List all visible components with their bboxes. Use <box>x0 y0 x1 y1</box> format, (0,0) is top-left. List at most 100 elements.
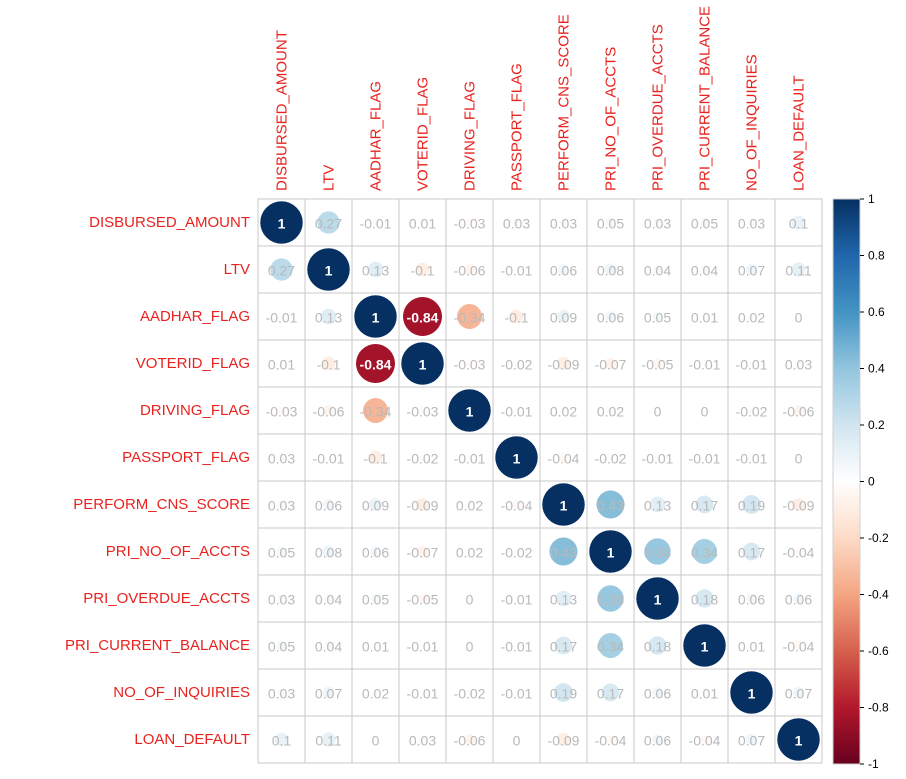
correlation-circle <box>466 501 473 508</box>
correlation-circle <box>730 671 773 714</box>
correlation-circle <box>549 537 578 566</box>
row-label: PASSPORT_FLAG <box>122 449 250 466</box>
correlation-value-label: -0.01 <box>501 592 533 608</box>
correlation-circle <box>457 304 482 329</box>
correlation-value-label: 0.03 <box>550 216 577 232</box>
correlation-value-label: 0.03 <box>268 498 295 514</box>
correlation-circle <box>746 593 757 604</box>
correlation-circle <box>742 495 761 514</box>
correlation-circle <box>322 545 335 558</box>
correlation-circle <box>368 497 383 512</box>
column-label: PRI_OVERDUE_ACCTS <box>650 24 667 191</box>
row-label: PRI_NO_OF_ACCTS <box>106 543 250 560</box>
correlation-circle <box>466 689 473 696</box>
correlation-circle <box>322 686 335 699</box>
colorbar-tick-label: 0.4 <box>868 362 885 376</box>
correlation-value-label: 1 <box>701 639 709 655</box>
correlation-circle <box>644 538 671 565</box>
correlation-value-label: -0.04 <box>783 639 815 655</box>
correlation-circle <box>700 735 709 744</box>
correlation-value-label: -0.05 <box>407 592 439 608</box>
correlation-value-label: 0.1 <box>789 216 809 232</box>
correlation-circle <box>692 539 717 564</box>
correlation-circle <box>791 262 806 277</box>
correlation-value-label: -0.04 <box>595 733 627 749</box>
correlation-circle <box>748 313 755 320</box>
correlation-value-label: 0.02 <box>456 545 483 561</box>
correlation-circle <box>597 585 624 612</box>
correlation-value-label: 0.11 <box>315 733 341 749</box>
correlation-value-label: 1 <box>560 498 568 514</box>
row-labels: DISBURSED_AMOUNT LTV AADHAR_FLAG VOTERID_FL… <box>65 214 250 748</box>
correlation-circle <box>749 455 754 460</box>
correlation-value-label: -0.01 <box>642 451 674 467</box>
correlation-circle <box>653 218 662 227</box>
correlation-value-label: 0.06 <box>644 686 671 702</box>
correlation-circle <box>320 308 337 325</box>
correlation-circle <box>559 218 568 227</box>
correlation-circle <box>653 265 662 274</box>
correlation-circle <box>416 545 429 558</box>
correlation-value-label: 1 <box>513 451 521 467</box>
correlation-circle <box>354 295 397 338</box>
correlation-value-label: -0.01 <box>454 451 486 467</box>
correlation-value-label: -0.84 <box>360 357 392 373</box>
correlation-value-label: -0.02 <box>501 357 533 373</box>
correlation-circle <box>555 590 572 607</box>
correlation-circle <box>279 314 284 319</box>
correlation-value-label: -0.04 <box>548 451 580 467</box>
correlation-circle <box>464 264 475 275</box>
correlation-circle <box>277 453 286 462</box>
correlation-circle <box>793 405 804 416</box>
correlation-circle <box>601 683 620 702</box>
colorbar-tick-label: -0.4 <box>868 588 889 602</box>
correlation-value-label: 0.1 <box>272 733 292 749</box>
correlation-value-label: 0.13 <box>644 498 671 514</box>
correlation-value-label: 0.27 <box>315 216 342 232</box>
correlation-value-label: 0.05 <box>362 592 389 608</box>
correlation-circle <box>791 497 806 512</box>
correlation-circle <box>448 389 491 432</box>
correlation-circle <box>514 408 519 413</box>
correlation-circle <box>401 342 444 385</box>
correlation-circle <box>277 406 286 415</box>
correlation-circle <box>652 311 663 322</box>
correlation-value-label: 1 <box>795 733 803 749</box>
correlation-value-label: -0.01 <box>313 451 345 467</box>
correlation-circle <box>794 547 803 556</box>
correlation-circle <box>324 594 333 603</box>
correlation-circle <box>683 624 726 667</box>
correlation-circle <box>589 530 632 573</box>
correlation-circle <box>356 344 395 383</box>
correlation-value-label: 0.06 <box>644 733 671 749</box>
row-label: PRI_CURRENT_BALANCE <box>65 637 250 654</box>
correlation-value-label: 0.03 <box>268 592 295 608</box>
correlation-value-label: 0.38 <box>597 592 624 608</box>
colorbar-tick-label: -0.6 <box>868 644 889 658</box>
correlation-cells: 1 0.27 -0.01 0.01 -0.03 0.03 0.03 0.05 0.03 0.05 0… <box>260 201 820 761</box>
correlation-circle <box>513 360 520 367</box>
correlation-circle <box>419 454 426 461</box>
correlation-value-label: 0.05 <box>644 310 671 326</box>
column-label: PASSPORT_FLAG <box>509 63 526 191</box>
correlation-value-label: -0.01 <box>360 216 392 232</box>
correlation-value-label: 0.05 <box>268 639 295 655</box>
correlation-value-label: 0.38 <box>644 545 671 561</box>
correlation-circle <box>373 643 378 648</box>
correlation-value-label: -0.06 <box>454 733 486 749</box>
correlation-value-label: -0.06 <box>313 404 345 420</box>
correlation-value-label: -0.01 <box>407 639 439 655</box>
correlation-value-label: 0.17 <box>550 639 577 655</box>
correlation-circle <box>791 215 806 230</box>
correlation-value-label: -0.03 <box>454 216 486 232</box>
correlation-circle <box>652 687 663 698</box>
correlation-value-label: -0.07 <box>595 357 627 373</box>
correlation-circle <box>655 455 660 460</box>
correlation-circle <box>652 358 663 369</box>
colorbar-legend: 1 0.8 0.6 0.4 0.2 0 -0.2 -0.4 -0.6 -0.8 -1 <box>832 192 889 771</box>
correlation-value-label: 0.43 <box>550 545 577 561</box>
correlation-value-label: 0.02 <box>738 310 765 326</box>
colorbar-tick-label: 0.2 <box>868 418 885 432</box>
correlation-value-label: 0 <box>795 310 803 326</box>
